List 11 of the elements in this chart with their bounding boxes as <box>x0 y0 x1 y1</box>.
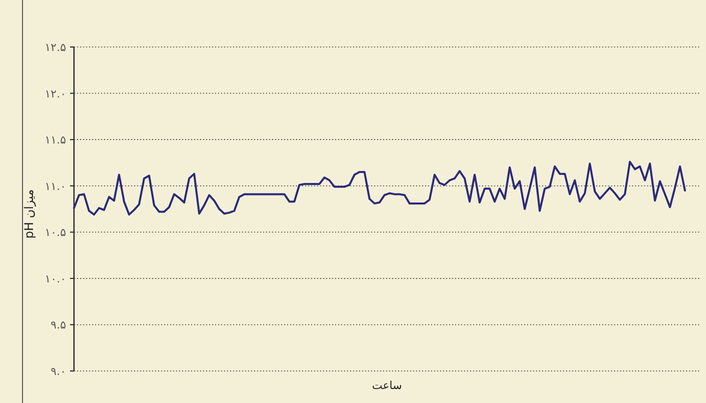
y-tick-label: ۱۱.۵ <box>44 134 66 147</box>
y-axis-title: میزان pH <box>22 189 36 239</box>
y-tick-label: ۱۰.۰ <box>44 272 66 286</box>
y-tick-label: ۹.۰ <box>50 365 66 378</box>
y-tick-label: ۱۱.۰ <box>44 180 66 193</box>
y-tick-label: ۱۲.۵ <box>44 41 66 54</box>
y-tick-label: ۹.۵ <box>50 318 66 332</box>
x-axis-title: ساعت <box>372 379 402 392</box>
y-tick-label: ۱۰.۵ <box>44 226 66 240</box>
line-series <box>73 160 686 216</box>
y-tick-label: ۱۲.۰ <box>44 87 66 100</box>
